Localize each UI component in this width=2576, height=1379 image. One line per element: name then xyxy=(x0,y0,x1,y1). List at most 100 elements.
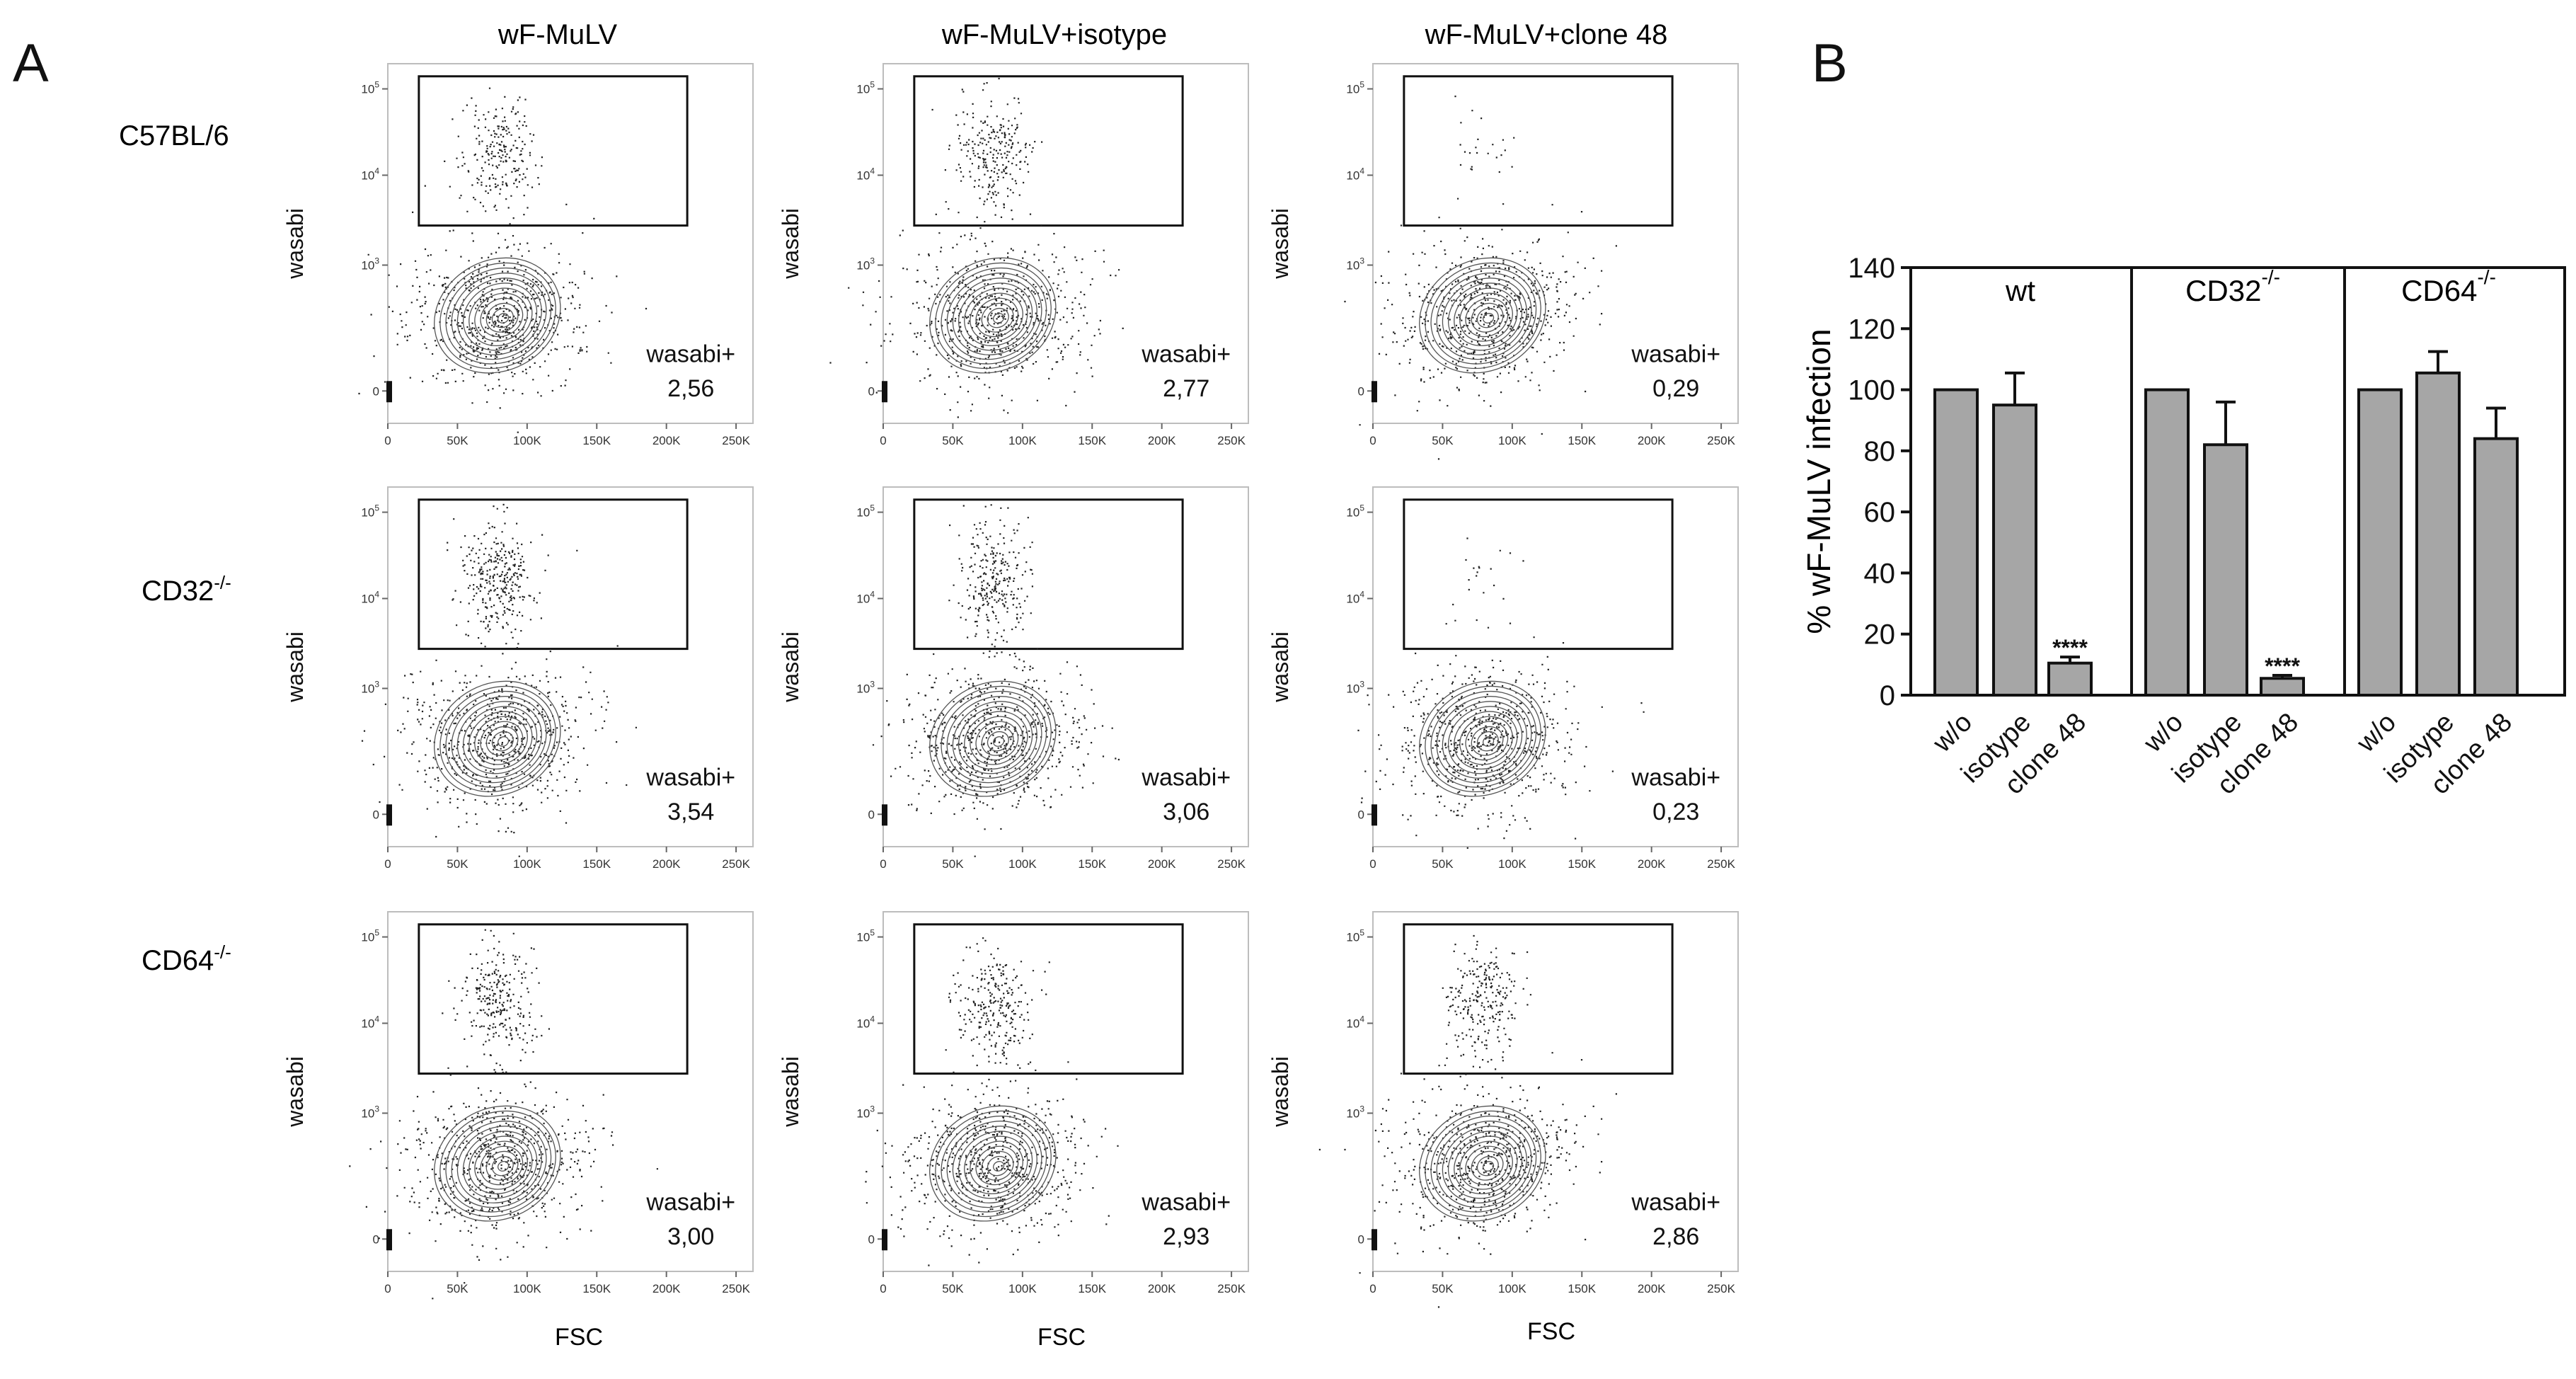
gate-value: 2,93 xyxy=(1163,1223,1209,1250)
row-label-1-main: C57BL/6 xyxy=(119,120,229,151)
bar-wt-isotype xyxy=(1992,404,2037,697)
x-tick-label: 200K xyxy=(652,434,681,447)
flow-plot-frame xyxy=(387,486,754,847)
flow-plot-r2-c3: 0 50K 100K 150K 200K 250K 0 103 104 105 wasabi wasa… xyxy=(1267,486,1739,871)
density-contour xyxy=(964,1135,1028,1195)
density-contour xyxy=(935,1110,1052,1218)
y-tick-label: 104 xyxy=(361,1014,379,1030)
y-tick-label: 103 xyxy=(1346,1104,1364,1120)
y-axis-label: wasabi xyxy=(1267,208,1293,280)
x-tick-label: 150K xyxy=(1078,1282,1106,1295)
y-tick-label: 104 xyxy=(1346,1014,1364,1030)
y-tick-label: 0 xyxy=(1358,808,1364,821)
density-contour xyxy=(1436,273,1532,360)
x-tick-label: 250K xyxy=(1217,434,1246,447)
density-contour xyxy=(952,277,1037,355)
y-tick-label: 105 xyxy=(856,503,875,520)
density-contour xyxy=(952,701,1037,779)
y-tick-label: 104 xyxy=(1346,589,1364,605)
y-tick-label: 80 xyxy=(1864,436,1896,467)
density-contour xyxy=(981,726,1014,756)
flow-plot-r3-c2: 0 50K 100K 150K 200K 250K 0 103 104 105 wasabi wasa… xyxy=(778,911,1249,1295)
row-label-2-sup: -/- xyxy=(214,572,231,593)
density-contour xyxy=(1430,690,1537,788)
row-label-2: CD32-/- xyxy=(142,572,231,607)
density-contour xyxy=(434,680,561,797)
y-tick-label: 105 xyxy=(1346,80,1364,96)
x-tick-label: 0 xyxy=(880,857,886,871)
density-contour xyxy=(975,721,1019,761)
wasabi-gate xyxy=(1403,498,1674,651)
density-contour xyxy=(981,1150,1014,1181)
group-label-cd64-sup: -/- xyxy=(2477,266,2495,288)
flow-plot-r1-c2: 0 50K 100K 150K 200K 250K 0 103 104 105 wasabi wasa… xyxy=(778,63,1249,447)
y-tick-label: 103 xyxy=(361,679,379,695)
x-tick-label: 150K xyxy=(1568,857,1596,871)
density-contour xyxy=(993,736,1005,747)
gate-value: 3,00 xyxy=(667,1223,714,1250)
density-contour xyxy=(498,313,510,324)
y-tick-label: 105 xyxy=(1346,503,1364,520)
y-tick-label: 104 xyxy=(361,589,379,605)
flow-plot-frame xyxy=(1372,486,1739,847)
density-contour xyxy=(1447,282,1523,351)
y-tick-label: 0 xyxy=(373,808,379,821)
group-label-cd32-sup: -/- xyxy=(2261,266,2279,288)
wasabi-gate xyxy=(913,75,1184,227)
y-axis-label: wasabi xyxy=(282,208,308,280)
density-contour xyxy=(1436,1121,1532,1208)
density-contour xyxy=(491,307,514,328)
x-tick-label: 200K xyxy=(1148,434,1176,447)
y-tick-label: 104 xyxy=(856,166,875,182)
y-tick-label: 105 xyxy=(361,80,379,96)
y-tick-label: 140 xyxy=(1848,253,1895,284)
x-tick-label: 200K xyxy=(652,1282,681,1295)
y-tick-label: 0 xyxy=(373,384,379,398)
y-tick-label: 0 xyxy=(1358,1232,1364,1246)
gate-value: 3,54 xyxy=(667,799,714,825)
density-contour xyxy=(975,1145,1019,1186)
x-tick-label: 250K xyxy=(722,434,750,447)
density-contour xyxy=(987,307,1009,328)
density-contour xyxy=(1454,711,1518,770)
x-tick-label: 200K xyxy=(1148,1282,1176,1295)
gate-value: 3,06 xyxy=(1163,799,1209,825)
density-contour xyxy=(941,267,1047,365)
y-axis-label: wasabi xyxy=(282,1056,308,1128)
gate-label: wasabi+ xyxy=(1631,341,1720,368)
density-contour xyxy=(958,706,1033,774)
x-tick-label: 0 xyxy=(1369,1282,1376,1295)
y-axis-label: wasabi xyxy=(778,631,803,703)
gate-label: wasabi+ xyxy=(645,765,735,791)
y-tick-label: 104 xyxy=(1346,166,1364,182)
density-contour xyxy=(1465,297,1509,338)
x-tick-label: 100K xyxy=(1008,857,1037,871)
gate-value: 0,23 xyxy=(1652,799,1699,825)
event-dots xyxy=(1357,623,1645,849)
density-contour xyxy=(439,685,556,793)
y-tick-label: 0 xyxy=(868,808,875,821)
panel-label-b: B xyxy=(1812,33,1848,93)
density-contour xyxy=(1430,267,1537,365)
density-contour xyxy=(1425,1110,1541,1218)
x-tick-label: 250K xyxy=(722,1282,750,1295)
x-tick-label: 0 xyxy=(880,1282,886,1295)
x-tick-label: 150K xyxy=(1568,1282,1596,1295)
y-axis-title: % wF-MuLV infection xyxy=(1800,328,1837,634)
flow-plots: 0 50K 100K 150K 200K 250K 0 103 104 105 wasabi wasa… xyxy=(282,63,1739,1308)
bar-y-axis: 0 20 40 60 80 100 120 140 xyxy=(1848,253,1911,711)
y-tick-label: 105 xyxy=(1346,928,1364,944)
density-contour xyxy=(1442,277,1527,355)
bar-wt-clone48 xyxy=(2047,661,2093,697)
density-contour xyxy=(445,1115,552,1213)
density-contour xyxy=(462,1131,538,1199)
gate-label: wasabi+ xyxy=(1631,765,1720,791)
density-contour xyxy=(1459,1140,1513,1190)
density-contour xyxy=(498,1161,510,1172)
x-tick-label: 100K xyxy=(1008,434,1037,447)
density-contour xyxy=(964,711,1028,770)
x-axis-label-col-2: FSC xyxy=(1037,1324,1086,1351)
density-contour xyxy=(941,1115,1047,1213)
column-header-3: wF-MuLV+clone 48 xyxy=(1425,19,1668,50)
